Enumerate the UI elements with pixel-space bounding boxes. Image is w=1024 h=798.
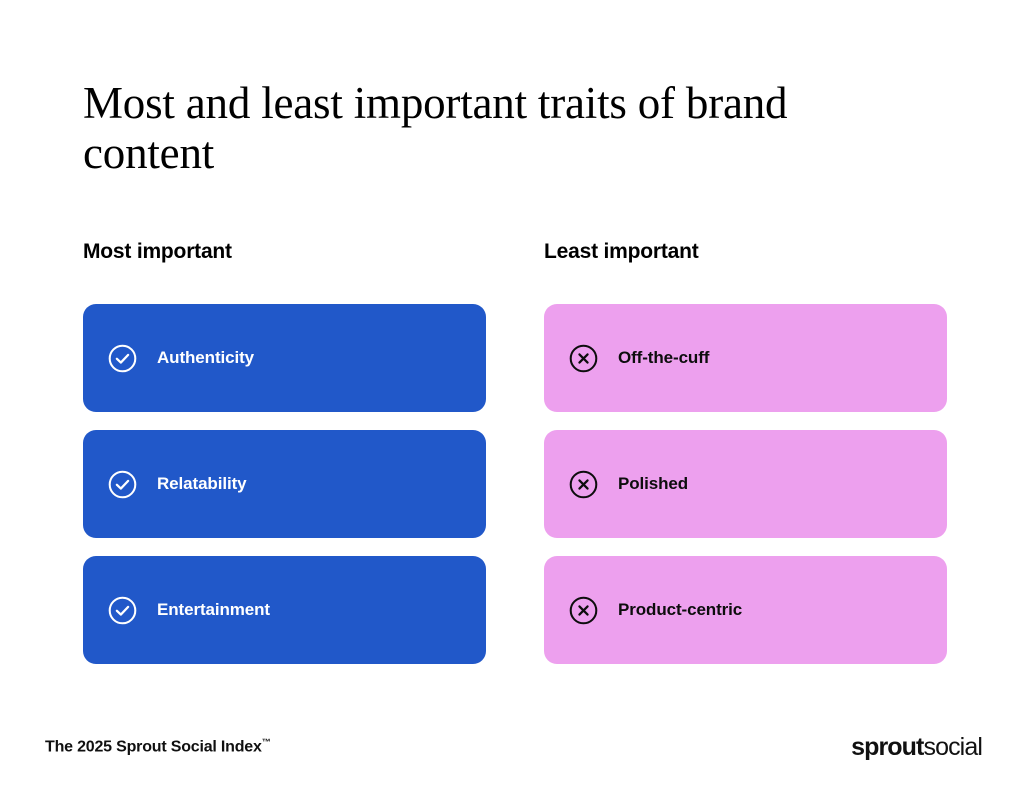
column-heading-least-important: Least important: [544, 240, 699, 263]
most-important-card-list: Authenticity Relatability Entertainment: [83, 304, 486, 664]
source-attribution: The 2025 Sprout Social Index™: [45, 737, 271, 756]
trait-label: Off-the-cuff: [618, 348, 710, 367]
logo-social-text: social: [923, 733, 982, 761]
least-important-card-list: Off-the-cuff Polished Product-centric: [544, 304, 947, 664]
check-circle-icon: [107, 343, 138, 374]
source-text: The 2025 Sprout Social Index: [45, 738, 262, 756]
x-circle-icon: [568, 469, 599, 500]
trait-card-polished: Polished: [544, 430, 947, 538]
trait-label: Product-centric: [618, 600, 743, 619]
trait-label: Entertainment: [157, 600, 270, 619]
trait-card-authenticity: Authenticity: [83, 304, 486, 412]
column-heading-most-important: Most important: [83, 240, 232, 263]
x-circle-icon: [568, 595, 599, 626]
trait-card-relatability: Relatability: [83, 430, 486, 538]
trait-card-entertainment: Entertainment: [83, 556, 486, 664]
trait-label: Polished: [618, 474, 689, 493]
x-circle-icon: [568, 343, 599, 374]
trait-card-off-the-cuff: Off-the-cuff: [544, 304, 947, 412]
trait-label: Authenticity: [157, 348, 255, 367]
logo-sprout-text: sprout: [851, 733, 924, 761]
trait-card-product-centric: Product-centric: [544, 556, 947, 664]
check-circle-icon: [107, 469, 138, 500]
sprout-social-logo: sproutsocial: [851, 733, 983, 762]
page-title: Most and least important traits of brand…: [83, 78, 788, 178]
check-circle-icon: [107, 595, 138, 626]
trait-label: Relatability: [157, 474, 247, 493]
trademark-symbol: ™: [261, 737, 271, 747]
